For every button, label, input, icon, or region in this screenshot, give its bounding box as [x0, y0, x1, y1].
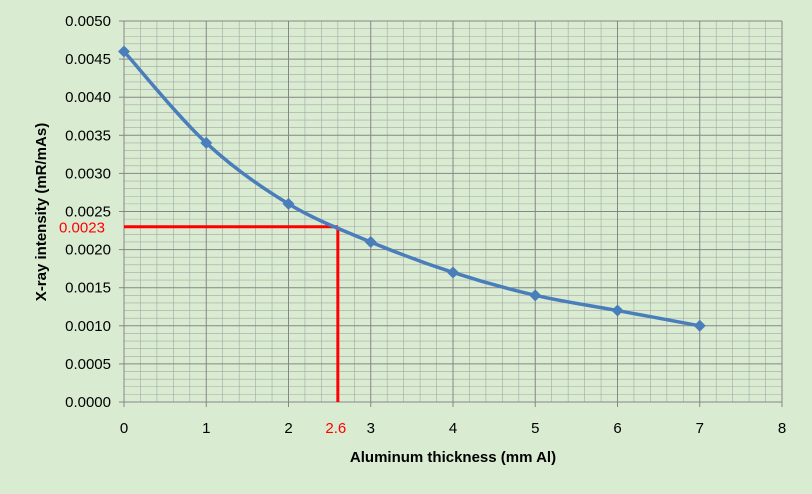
annotation-lines [124, 225, 340, 402]
x-tick-label: 4 [449, 420, 457, 437]
major-gridlines [119, 20, 783, 407]
y-tick-label: 0.0040 [65, 89, 111, 106]
y-tick-label: 0.0030 [65, 165, 111, 182]
x-tick-label: 2 [284, 420, 292, 437]
data-point-marker [693, 319, 706, 332]
y-axis-title: X-ray intensity (mR/mAs) [33, 123, 50, 301]
y-tick-label: 0.0015 [65, 280, 111, 297]
x-tick-label: 3 [367, 420, 375, 437]
y-tick-label: 0.0025 [65, 204, 111, 221]
y-tick-label: 0.0020 [65, 242, 111, 259]
y-tick-label: 0.0045 [65, 51, 111, 68]
data-point-marker [447, 266, 459, 279]
data-point-marker [200, 136, 213, 149]
x-tick-label: 7 [696, 420, 704, 437]
annotation-x-label: 2.6 [325, 420, 346, 437]
y-tick-label: 0.0005 [65, 356, 111, 373]
annotation-y-label: 0.0023 [59, 220, 105, 237]
data-point-marker [611, 304, 624, 317]
x-tick-label: 0 [120, 420, 128, 437]
x-tick-label: 1 [202, 420, 210, 437]
x-tick-label: 6 [613, 420, 621, 437]
y-tick-label: 0.0050 [65, 13, 111, 30]
y-tick-label: 0.0010 [65, 318, 111, 335]
y-tick-label: 0.0000 [65, 394, 111, 411]
x-tick-label: 5 [531, 420, 539, 437]
data-point-marker [364, 235, 377, 248]
data-point-marker [118, 45, 130, 58]
tick-labels: 0 1 2 3 4 5 6 7 8 0.0000 0.0005 0.0010 0.0015 0.0020 0… [59, 13, 786, 437]
data-point-marker [282, 197, 295, 210]
series-layer [118, 45, 706, 332]
x-axis-title: Aluminum thickness (mm Al) [350, 449, 556, 466]
data-point-marker [529, 289, 542, 302]
y-tick-label: 0.0035 [65, 127, 111, 144]
x-tick-label: 8 [778, 420, 786, 437]
